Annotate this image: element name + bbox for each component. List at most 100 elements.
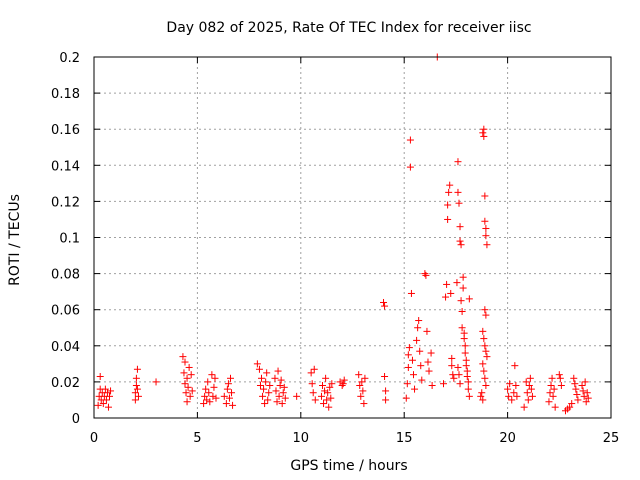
data-point (223, 385, 231, 393)
data-point (183, 374, 191, 382)
data-point (584, 394, 592, 402)
data-point (510, 389, 518, 397)
data-point (461, 349, 469, 357)
data-point (408, 356, 416, 364)
data-point (505, 392, 513, 400)
data-point (545, 398, 553, 406)
data-point (325, 403, 333, 411)
data-point (106, 392, 114, 400)
data-point (225, 394, 233, 402)
data-point (308, 380, 316, 388)
data-point (208, 371, 216, 379)
data-point (186, 392, 194, 400)
data-point (477, 392, 485, 400)
data-point (185, 363, 193, 371)
y-tick-label: 0.08 (51, 268, 80, 283)
data-point (326, 383, 334, 391)
data-point (261, 400, 269, 408)
data-point (96, 372, 104, 380)
data-point (456, 223, 464, 231)
data-point (179, 353, 187, 361)
data-point (570, 374, 578, 382)
data-point (209, 392, 217, 400)
data-point (356, 382, 364, 390)
data-point (328, 380, 336, 388)
data-point (229, 401, 237, 409)
data-point (445, 188, 453, 196)
data-point (277, 376, 285, 384)
data-point (103, 389, 111, 397)
x-tick-label: 0 (90, 431, 98, 446)
data-point (276, 382, 284, 390)
data-point (204, 378, 212, 386)
data-point (188, 387, 196, 395)
data-point (226, 374, 234, 382)
data-point (181, 358, 189, 366)
data-point (454, 158, 462, 166)
data-point (462, 362, 470, 370)
data-point (187, 371, 195, 379)
data-point (280, 383, 288, 391)
data-point (459, 284, 467, 292)
data-point (381, 372, 389, 380)
data-point (512, 382, 520, 390)
data-point (320, 400, 328, 408)
data-point (425, 367, 433, 375)
x-tick-label: 20 (499, 431, 516, 446)
data-point (447, 289, 455, 297)
data-point (273, 398, 281, 406)
y-tick-label: 0.2 (59, 51, 80, 66)
data-point (465, 392, 473, 400)
data-point (459, 273, 467, 281)
data-point (482, 232, 490, 240)
data-point (275, 392, 283, 400)
data-point (480, 335, 488, 343)
data-point (279, 389, 287, 397)
data-point (211, 374, 219, 382)
data-point (582, 398, 590, 406)
data-point (480, 367, 488, 375)
data-point (456, 237, 464, 245)
data-point (259, 392, 267, 400)
data-point (454, 363, 462, 371)
data-point (547, 382, 555, 390)
data-point (413, 336, 421, 344)
data-point (479, 396, 487, 404)
data-point (449, 371, 457, 379)
data-point (522, 378, 530, 386)
data-point (336, 378, 344, 386)
data-point (271, 374, 279, 382)
y-tick-label: 0.1 (59, 232, 80, 247)
data-point (463, 372, 471, 380)
data-point (461, 342, 469, 350)
data-point (481, 306, 489, 314)
data-point (444, 215, 452, 223)
data-point (359, 387, 367, 395)
data-point (579, 387, 587, 395)
data-point (481, 374, 489, 382)
data-point (102, 396, 110, 404)
data-point (482, 347, 490, 355)
data-point (455, 371, 463, 379)
data-point (428, 382, 436, 390)
data-point (311, 396, 319, 404)
data-point (427, 349, 435, 357)
x-tick-label: 5 (193, 431, 201, 446)
data-point (200, 400, 208, 408)
data-point (182, 389, 190, 397)
data-point (293, 392, 301, 400)
data-point (382, 396, 390, 404)
data-point (482, 224, 490, 232)
data-point (443, 280, 451, 288)
data-point (309, 389, 317, 397)
y-tick-label: 0 (72, 412, 80, 427)
data-point (450, 374, 458, 382)
data-point (205, 389, 213, 397)
data-point (258, 374, 266, 382)
data-point (460, 335, 468, 343)
data-point (464, 385, 472, 393)
data-point (265, 389, 273, 397)
data-point (264, 396, 272, 404)
data-point (132, 382, 140, 390)
